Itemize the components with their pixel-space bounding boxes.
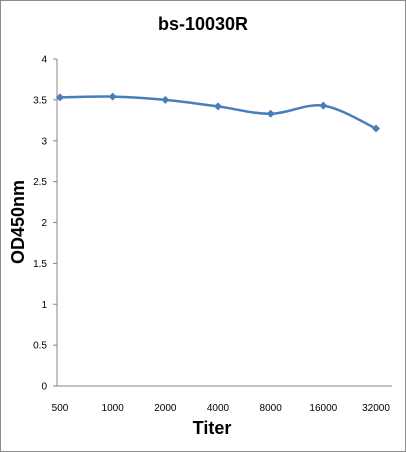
data-point-marker <box>266 109 275 118</box>
x-tick-label: 32000 <box>362 403 390 414</box>
y-tick-label: 2 <box>41 218 47 229</box>
data-point-marker <box>372 124 380 133</box>
x-tick-label: 500 <box>52 403 69 414</box>
data-point-marker <box>161 95 170 104</box>
series-line <box>58 95 378 130</box>
x-tick-label: 1000 <box>102 403 125 414</box>
y-tick-label: 1.5 <box>33 259 47 270</box>
x-tick-label: 4000 <box>207 403 230 414</box>
x-axis-label: Titer <box>193 418 232 438</box>
chart-title: bs-10030R <box>158 14 248 34</box>
x-tick-label: 8000 <box>260 403 283 414</box>
data-point-marker <box>319 101 328 110</box>
x-tick-label: 2000 <box>154 403 177 414</box>
x-ticks: 500 1000 2000 4000 8000 16000 32000 <box>52 403 391 414</box>
y-tick-label: 0.5 <box>33 341 47 352</box>
y-tick-label: 4 <box>41 55 47 66</box>
y-tick-label: 3 <box>41 136 47 147</box>
data-point-marker <box>214 102 222 111</box>
y-tick-label: 2.5 <box>33 177 47 188</box>
y-tick-label: 1 <box>41 300 47 311</box>
series-markers <box>56 92 380 133</box>
x-tick-label: 16000 <box>309 403 337 414</box>
data-point-marker <box>56 93 64 102</box>
y-ticks: 0 0.5 1 1.5 2 2.5 3 3.5 4 <box>33 55 57 393</box>
y-tick-label: 0 <box>41 382 47 393</box>
y-axis-label: OD450nm <box>8 180 28 264</box>
data-point-marker <box>108 92 117 101</box>
y-tick-label: 3.5 <box>33 95 47 106</box>
